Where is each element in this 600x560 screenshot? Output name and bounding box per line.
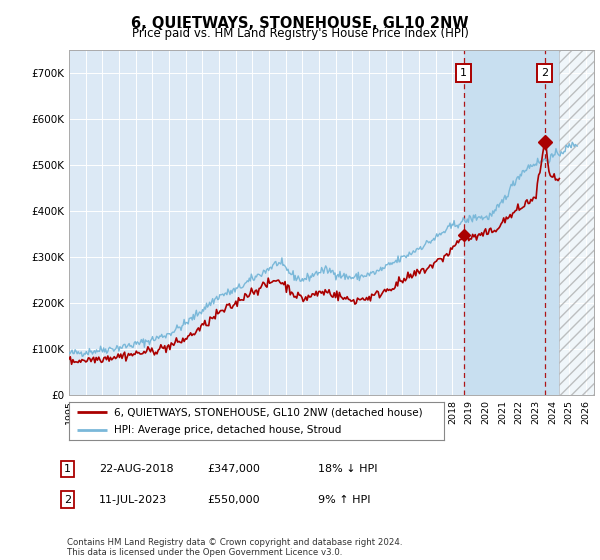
Text: 6, QUIETWAYS, STONEHOUSE, GL10 2NW: 6, QUIETWAYS, STONEHOUSE, GL10 2NW <box>131 16 469 31</box>
Text: 2: 2 <box>541 68 548 78</box>
Text: Price paid vs. HM Land Registry's House Price Index (HPI): Price paid vs. HM Land Registry's House … <box>131 27 469 40</box>
Text: 2: 2 <box>64 494 71 505</box>
Text: 6, QUIETWAYS, STONEHOUSE, GL10 2NW (detached house): 6, QUIETWAYS, STONEHOUSE, GL10 2NW (deta… <box>114 407 422 417</box>
Text: 9% ↑ HPI: 9% ↑ HPI <box>318 494 371 505</box>
Text: 11-JUL-2023: 11-JUL-2023 <box>99 494 167 505</box>
Text: £347,000: £347,000 <box>207 464 260 474</box>
Text: 1: 1 <box>460 68 467 78</box>
Text: 22-AUG-2018: 22-AUG-2018 <box>99 464 173 474</box>
Text: £550,000: £550,000 <box>207 494 260 505</box>
Bar <box>464 50 559 395</box>
Text: HPI: Average price, detached house, Stroud: HPI: Average price, detached house, Stro… <box>114 425 341 435</box>
Bar <box>559 50 594 395</box>
Text: 1: 1 <box>64 464 71 474</box>
Text: Contains HM Land Registry data © Crown copyright and database right 2024.
This d: Contains HM Land Registry data © Crown c… <box>67 538 403 557</box>
Text: 18% ↓ HPI: 18% ↓ HPI <box>318 464 377 474</box>
